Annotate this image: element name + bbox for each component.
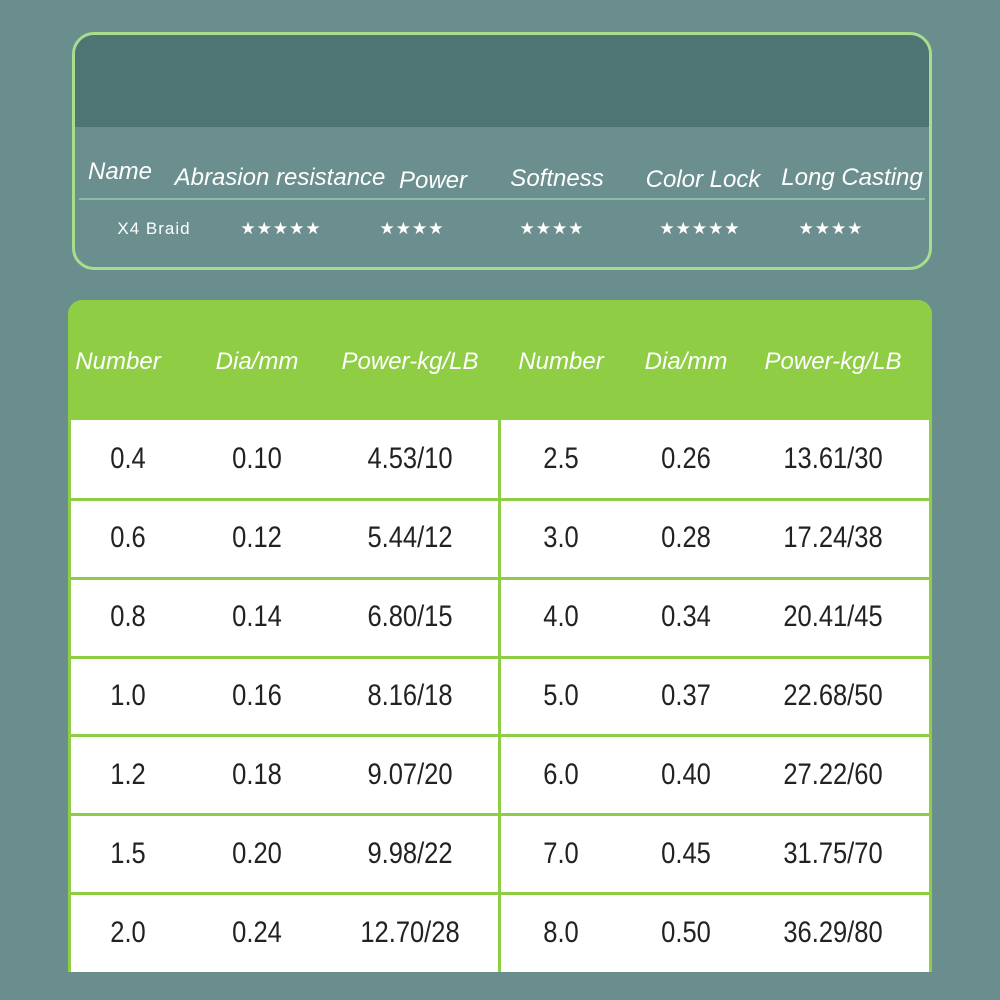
spec-cell: 36.29/80 <box>783 915 883 949</box>
column-header: Power-kg/LB <box>764 348 902 375</box>
spec-cell: 27.22/60 <box>783 757 883 791</box>
spec-cell: 8.16/18 <box>367 679 453 712</box>
column-header: Long Casting <box>781 164 923 191</box>
spec-cell: 0.6 <box>110 521 146 555</box>
spec-cell: 22.68/50 <box>783 679 883 712</box>
spec-cell: 12.70/28 <box>360 915 460 949</box>
rating-cell: ★★★★ <box>379 219 445 238</box>
spec-cell: 0.12 <box>232 521 282 555</box>
spec-cell: 20.41/45 <box>783 600 883 634</box>
spec-cell: 0.16 <box>232 679 282 712</box>
spec-cell: 0.45 <box>661 836 711 870</box>
column-header: Number <box>518 348 604 375</box>
spec-cell: 0.24 <box>232 915 282 949</box>
divider <box>79 198 925 200</box>
column-header: Dia/mm <box>215 348 299 375</box>
spec-cell: 5.0 <box>543 679 579 712</box>
spec-cell: 6.80/15 <box>367 600 453 634</box>
spec-cell: 3.0 <box>543 521 579 555</box>
spec-cell: 6.0 <box>543 757 579 791</box>
spec-cell: 9.98/22 <box>367 836 453 870</box>
edge <box>68 420 71 972</box>
spec-cell: 7.0 <box>543 836 579 870</box>
spec-cell: 17.24/38 <box>783 521 883 555</box>
spec-cell: 0.26 <box>661 442 711 476</box>
rating-cell: X4 Braid <box>117 219 191 238</box>
rating-panel: Name Abrasion resistance Power Softness Colo… <box>72 32 932 270</box>
spec-cell: 31.75/70 <box>783 836 883 870</box>
panel-header-bar <box>75 35 929 127</box>
edge <box>929 420 932 972</box>
column-header: Abrasion resistance <box>174 164 386 191</box>
column-header: Name <box>87 158 153 185</box>
spec-cell: 4.0 <box>543 600 579 634</box>
spec-cell: 0.34 <box>661 600 711 634</box>
spec-cell: 0.20 <box>232 836 282 870</box>
column-header: Color Lock <box>645 166 761 193</box>
spec-cell: 0.8 <box>110 600 146 634</box>
spec-cell: 0.14 <box>232 600 282 634</box>
column-header: Number <box>75 348 161 375</box>
column-header: Power <box>398 167 468 194</box>
column-divider <box>498 420 501 972</box>
spec-cell: 1.2 <box>110 757 146 791</box>
spec-cell: 0.18 <box>232 757 282 791</box>
spec-cell: 2.0 <box>110 915 146 949</box>
spec-cell: 5.44/12 <box>367 521 453 555</box>
spec-table: Number Dia/mm Power-kg/LB Number Dia/mm Power… <box>68 300 932 972</box>
rating-cell: ★★★★ <box>798 219 864 238</box>
spec-cell: 0.40 <box>661 757 711 791</box>
spec-cell: 0.10 <box>232 442 282 476</box>
column-header: Power-kg/LB <box>341 348 479 375</box>
spec-cell: 9.07/20 <box>367 757 453 791</box>
spec-cell: 1.5 <box>110 836 146 870</box>
spec-cell: 13.61/30 <box>783 442 883 476</box>
spec-cell: 2.5 <box>543 442 579 476</box>
rating-cell: ★★★★★ <box>240 219 322 238</box>
spec-cell: 0.37 <box>661 679 711 712</box>
spec-cell: 1.0 <box>110 679 146 712</box>
spec-cell: 4.53/10 <box>367 442 453 476</box>
spec-cell: 0.4 <box>110 442 146 476</box>
column-header: Softness <box>510 165 604 192</box>
rating-cell: ★★★★ <box>519 219 585 238</box>
spec-cell: 8.0 <box>543 915 579 949</box>
column-header: Dia/mm <box>644 348 728 375</box>
spec-cell: 0.28 <box>661 521 711 555</box>
rating-cell: ★★★★★ <box>659 219 741 238</box>
spec-cell: 0.50 <box>661 915 711 949</box>
